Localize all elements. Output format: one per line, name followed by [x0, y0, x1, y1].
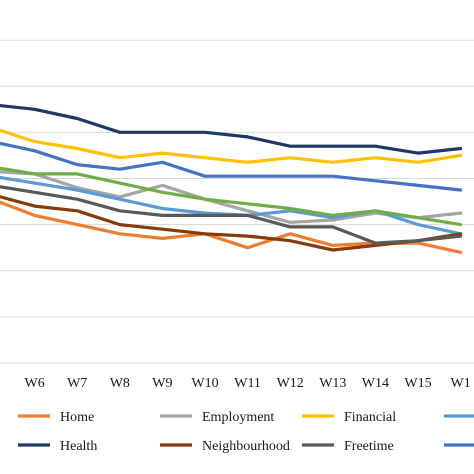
legend-label: Health	[60, 439, 97, 454]
series-line-financial	[0, 128, 463, 164]
x-tick-label: W1	[450, 376, 470, 391]
x-tick-label: W15	[404, 376, 431, 391]
series-line-health	[0, 103, 463, 155]
x-tick-label: W12	[277, 376, 304, 391]
series-line-unlabeled-7	[0, 141, 463, 192]
x-tick-label: W7	[67, 376, 87, 391]
x-tick-label: W9	[152, 376, 172, 391]
x-tick-label: W13	[319, 376, 346, 391]
x-axis-tick-labels: W6 W7 W8 W9 W10 W11 W12 W13 W14 W15 W1	[24, 376, 470, 391]
legend-label: Employment	[202, 410, 274, 425]
legend-label: Neighbourhood	[202, 439, 290, 454]
legend-label: Home	[60, 410, 94, 425]
series-line-unlabeled-8	[0, 166, 463, 227]
legend-label: Financial	[344, 410, 396, 425]
x-tick-label: W10	[191, 376, 218, 391]
x-tick-label: W8	[110, 376, 130, 391]
legend: Home Employment Financial Health Neighbourho…	[18, 410, 474, 454]
legend-label: Freetime	[344, 439, 394, 454]
series-line-neighbourhood	[0, 195, 463, 252]
series-line-freetime	[0, 185, 463, 245]
series-lines	[0, 103, 463, 254]
x-tick-label: W11	[234, 376, 261, 391]
x-tick-label: W6	[24, 376, 44, 391]
x-tick-label: W14	[362, 376, 389, 391]
